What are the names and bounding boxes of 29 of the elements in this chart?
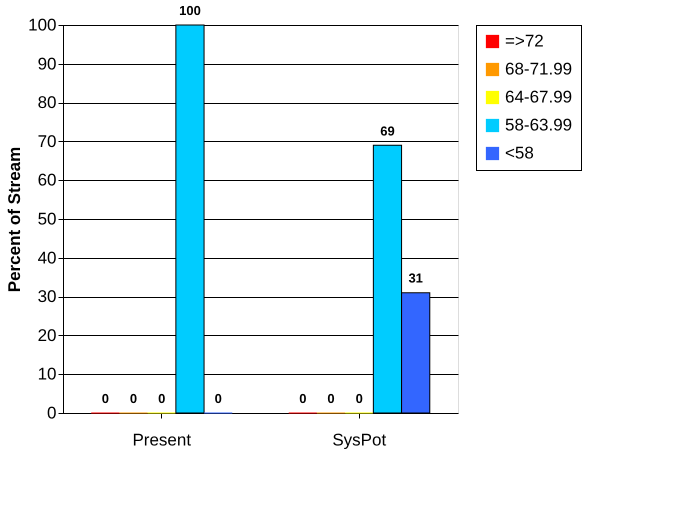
legend-label: 64-67.99 <box>505 88 572 106</box>
y-tick-label: 10 <box>38 364 56 384</box>
data-label: 100 <box>179 3 201 18</box>
x-tick-label: SysPot <box>332 430 386 450</box>
legend-label: 58-63.99 <box>505 116 572 134</box>
data-label: 0 <box>356 391 363 406</box>
y-tick-label: 60 <box>38 170 56 190</box>
x-tick-label: Present <box>132 430 192 450</box>
data-label: 0 <box>102 391 109 406</box>
y-axis-title: Percent of Stream <box>5 146 24 292</box>
y-tick-label: 30 <box>38 287 56 306</box>
data-label: 0 <box>327 391 335 406</box>
data-label: 0 <box>299 391 306 406</box>
y-tick-label: 40 <box>38 248 56 268</box>
legend-label: =>72 <box>505 32 544 50</box>
data-label: 31 <box>408 270 423 286</box>
legend-label: 68-71.99 <box>505 60 572 78</box>
y-tick-label: 20 <box>38 326 56 345</box>
data-label: 69 <box>380 123 395 138</box>
y-tick-label: 80 <box>38 93 56 112</box>
y-tick-label: 50 <box>38 210 56 228</box>
y-tick-label: 100 <box>28 16 56 34</box>
data-label: 0 <box>130 391 138 406</box>
y-tick-label: 70 <box>38 132 56 151</box>
y-tick-label: 0 <box>47 404 56 422</box>
legend-label: <58 <box>505 144 534 162</box>
y-tick-label: 90 <box>38 54 56 74</box>
data-label: 0 <box>158 391 166 406</box>
data-label: 0 <box>214 391 222 406</box>
